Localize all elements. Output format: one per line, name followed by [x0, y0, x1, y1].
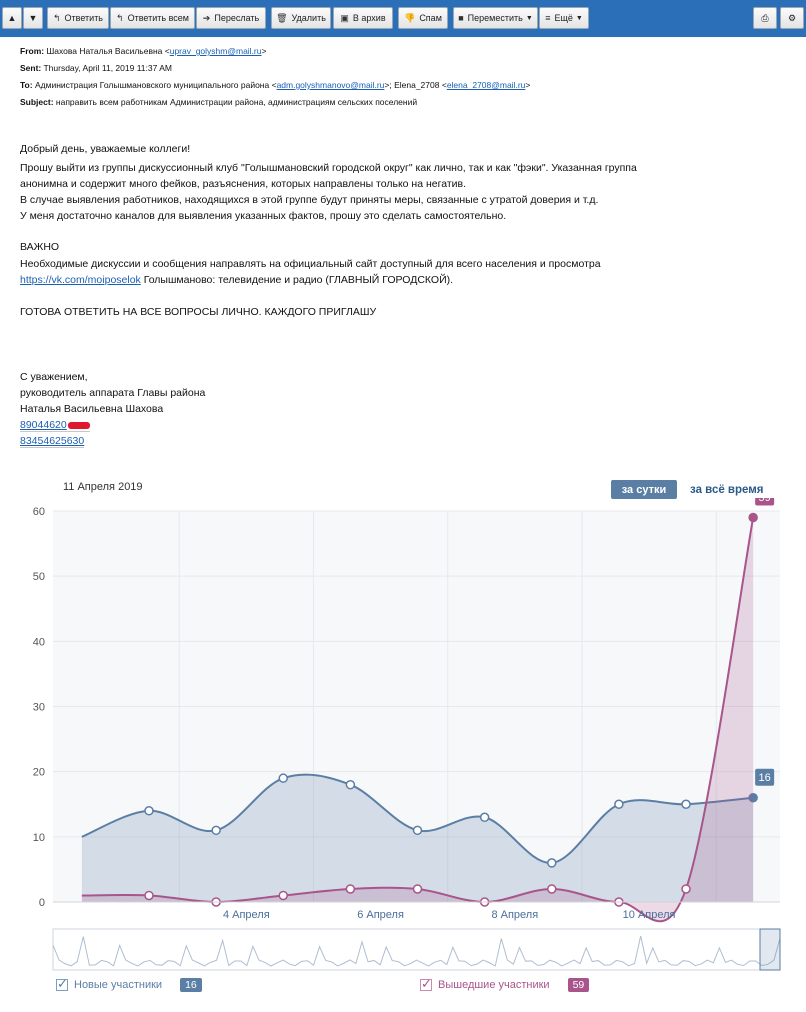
- reply-icon: ↰: [52, 12, 61, 23]
- legend-badge-1: 16: [180, 978, 202, 992]
- x-tick-label: 8 Апреля: [491, 909, 538, 921]
- delete-button[interactable]: 🗑 Удалить: [271, 7, 331, 29]
- data-point: [345, 779, 356, 790]
- spam-button[interactable]: 👎 Спам: [398, 7, 448, 29]
- legend-series-1[interactable]: Новые участники 16: [56, 976, 202, 992]
- y-tick-label: 30: [33, 702, 45, 714]
- email-toolbar: ▲ ▼ ↰ Ответить ↰ Ответить всем ➔ Переслать …: [0, 0, 806, 37]
- from-email-link[interactable]: uprav_golyshm@mail.ru: [169, 46, 262, 56]
- chevron-down-icon: ▼: [525, 14, 533, 22]
- signature-line-3: Наталья Васильевна Шахова: [20, 403, 164, 415]
- chevron-down-icon: ▼: [575, 14, 583, 22]
- archive-button[interactable]: ▣ В архив: [333, 7, 393, 29]
- y-tick-label: 50: [33, 571, 45, 583]
- signature-line-2: руководитель аппарата Главы района: [20, 387, 206, 399]
- data-point: [681, 799, 691, 809]
- trash-icon: 🗑: [276, 12, 288, 23]
- data-point: [278, 890, 289, 901]
- email-headers: From: Шахова Наталья Васильевна <uprav_g…: [20, 43, 800, 111]
- value-badge-label: 16: [759, 772, 771, 784]
- value-badge-bg: [755, 768, 775, 786]
- x-tick-label: 4 Апреля: [223, 909, 270, 921]
- data-point: [547, 884, 557, 894]
- data-point: [681, 884, 691, 894]
- greeting: Добрый день, уважаемые коллеги!: [20, 143, 191, 155]
- from-row: From: Шахова Наталья Васильевна <uprav_g…: [20, 46, 267, 56]
- prev-message-button[interactable]: ▲: [2, 7, 22, 29]
- value-badge-label: 59: [759, 498, 771, 504]
- body-line-6: https://vk.com/moiposelok Голышманово: т…: [20, 274, 454, 286]
- reply-all-button[interactable]: ↰ Ответить всем: [110, 7, 195, 29]
- data-point: [144, 890, 154, 901]
- stats-date: 11 Апреля 2019: [63, 481, 143, 493]
- y-tick-label: 10: [33, 832, 45, 844]
- next-message-button[interactable]: ▼: [23, 7, 43, 29]
- phone-1[interactable]: 89044620: [20, 419, 90, 432]
- navigator-sparkline: [52, 935, 781, 967]
- vk-link[interactable]: https://vk.com/moiposelok: [20, 274, 141, 286]
- data-point: [412, 884, 423, 894]
- value-badge-bg: [755, 498, 775, 506]
- forward-button[interactable]: ➔ Переслать: [196, 7, 266, 29]
- redaction-mark: [67, 421, 90, 429]
- body-line-3: В случае выявления работников, находящих…: [20, 194, 599, 206]
- more-button[interactable]: ≡ Ещё ▼: [539, 7, 589, 29]
- subject-row: Subject: направить всем работникам Админ…: [20, 97, 418, 107]
- reply-button[interactable]: ↰ Ответить: [47, 7, 109, 29]
- navigator-frame: [52, 928, 781, 971]
- important-heading: ВАЖНО: [20, 241, 60, 253]
- y-tick-label: 20: [33, 767, 45, 779]
- arrow-down-icon: ▼: [28, 13, 38, 23]
- to-email-link-1[interactable]: adm.golyshmanovo@mail.ru: [276, 80, 385, 90]
- data-point: [211, 825, 221, 836]
- data-point: [278, 773, 289, 783]
- phone-2[interactable]: 83454625630: [20, 435, 85, 448]
- checkbox-icon[interactable]: [420, 976, 432, 992]
- print-icon: ⎙: [761, 12, 769, 23]
- checkbox-icon[interactable]: [56, 976, 68, 992]
- tab-all-time[interactable]: за всё время: [690, 483, 764, 496]
- y-tick-label: 0: [39, 897, 45, 909]
- move-button[interactable]: ■ Переместить ▼: [453, 7, 538, 29]
- gear-icon: ⚙: [787, 12, 797, 23]
- data-point: [748, 792, 758, 803]
- data-point: [412, 825, 423, 836]
- folder-icon: ■: [458, 13, 464, 23]
- reply-all-icon: ↰: [116, 12, 124, 23]
- print-button[interactable]: ⎙: [753, 7, 777, 29]
- data-point: [345, 884, 356, 894]
- data-point: [614, 799, 624, 809]
- body-line-2: анонимна и содержит много фейков, разъяс…: [20, 178, 466, 190]
- y-tick-label: 60: [33, 506, 45, 518]
- arrow-up-icon: ▲: [7, 13, 17, 23]
- y-tick-label: 40: [33, 636, 45, 648]
- to-email-link-2[interactable]: elena_2708@mail.ru: [446, 80, 526, 90]
- legend-series-2[interactable]: Вышедшие участники 59: [420, 976, 590, 992]
- body-line-4: У меня достаточно каналов для выявления …: [20, 210, 507, 222]
- data-point: [144, 806, 154, 816]
- ready-line: ГОТОВА ОТВЕТИТЬ НА ВСЕ ВОПРОСЫ ЛИЧНО. КА…: [20, 306, 377, 318]
- signature-line-1: С уважением,: [20, 371, 88, 383]
- archive-icon: ▣: [340, 12, 349, 23]
- body-line-5: Необходимые дискуссии и сообщения направ…: [20, 258, 601, 270]
- data-point: [479, 812, 490, 823]
- body-line-1: Прошу выйти из группы дискуссионный клуб…: [20, 162, 637, 174]
- menu-icon: ≡: [545, 13, 551, 23]
- data-point: [748, 512, 758, 523]
- x-tick-label: 10 Апреля: [623, 909, 676, 921]
- data-point: [547, 858, 557, 868]
- navigator-handle[interactable]: [759, 928, 781, 971]
- members-chart: 0 10 20 30 40 50 60 16 59 4 Апреля 6 Апреля 8 Апрел…: [33, 498, 781, 971]
- to-row: To: Администрация Голышмановского муници…: [20, 80, 531, 90]
- sent-row: Sent: Thursday, April 11, 2019 11:37 AM: [20, 63, 172, 73]
- legend-badge-2: 59: [567, 978, 590, 992]
- settings-button[interactable]: ⚙: [780, 7, 804, 29]
- forward-icon: ➔: [202, 12, 211, 23]
- tab-per-day[interactable]: за сутки: [611, 480, 677, 499]
- x-tick-label: 6 Апреля: [357, 909, 404, 921]
- thumbs-down-icon: 👎: [404, 12, 416, 23]
